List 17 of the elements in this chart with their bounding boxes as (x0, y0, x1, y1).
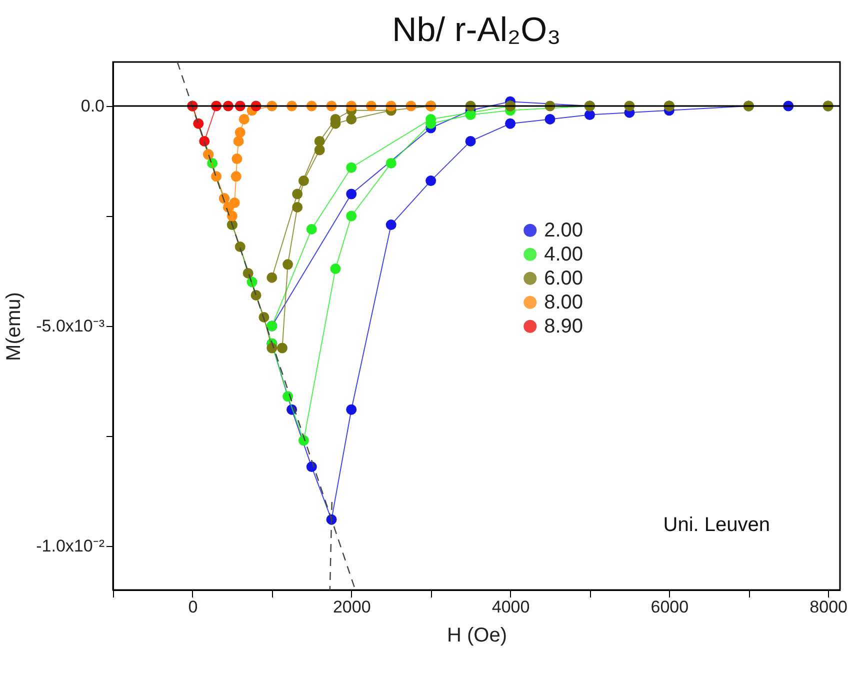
y-tick-label: -5.0x10⁻³ (36, 316, 105, 336)
legend-label: 2.00 (544, 219, 584, 242)
y-tick-label: 0.0 (80, 96, 104, 116)
legend-label: 8.00 (544, 291, 584, 314)
chart-title: Nb/ r-Al₂O₃ (392, 11, 561, 49)
legend-label: 6.00 (544, 267, 584, 290)
annotation: Uni. Leuven (663, 514, 770, 536)
legend-label: 8.90 (544, 315, 584, 338)
y-tick-label: -1.0x10⁻² (36, 536, 105, 556)
x-tick-label: 6000 (650, 598, 689, 616)
x-tick-label: 8000 (810, 598, 848, 616)
x-axis-title: H (Oe) (447, 624, 507, 646)
legend-label: 4.00 (544, 243, 584, 266)
x-tick-label: 2000 (332, 598, 371, 616)
y-axis-title: M(emu) (3, 292, 26, 361)
x-tick-label: 4000 (492, 598, 530, 616)
x-tick-label: 0 (188, 598, 198, 616)
